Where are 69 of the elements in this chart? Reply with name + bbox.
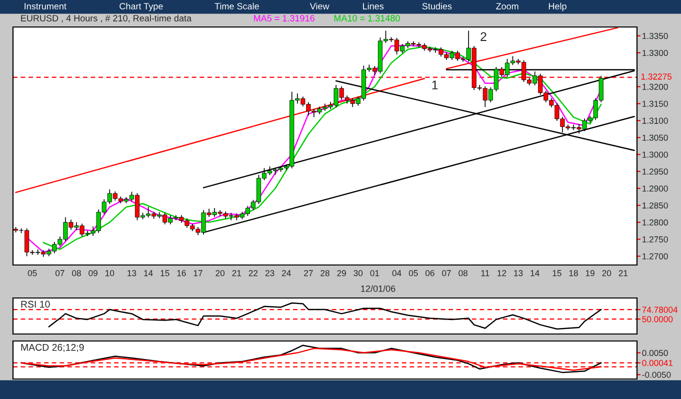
x-tick-label: 30 (354, 270, 363, 276)
text: Instrument (24, 3, 66, 10)
y-tick-label: 74.78004 (642, 306, 678, 313)
x-tick-label: 16 (177, 270, 186, 276)
x-tick-label: 05 (408, 270, 418, 276)
x-tick-label: 12 (498, 270, 506, 276)
text: Zoom (496, 3, 518, 10)
y-tick-label: 1.2750 (642, 236, 668, 242)
x-tick-label: 19 (586, 270, 594, 276)
x-tick-label: 05 (28, 270, 37, 276)
x-tick-label: 29 (337, 270, 346, 276)
y-tick-label: 0.00041 (642, 360, 673, 366)
text: MA5 = 1.31916 (254, 15, 314, 22)
chart-title: RSI 10 (21, 300, 50, 308)
text: Time Scale (214, 2, 259, 10)
text: MA10 = 1.31480 (334, 15, 400, 22)
x-tick-label: 17 (194, 270, 202, 276)
y-tick-label: 1.2950 (642, 168, 668, 175)
y-tick-label: 1.3100 (642, 118, 668, 124)
x-tick-label: 09 (88, 270, 98, 276)
x-tick-label: 08 (72, 270, 81, 276)
x-tick-label: 22 (248, 270, 258, 276)
y-tick-label: 1.3300 (642, 50, 668, 56)
text: Studies (422, 2, 452, 10)
x-tick-label: 14 (144, 270, 153, 276)
x-tick-label: 14 (530, 270, 540, 276)
x-tick-label: 13 (514, 270, 523, 276)
x-tick-label: 04 (392, 270, 402, 276)
text: Help (548, 2, 566, 12)
y-tick-label: 1.3050 (642, 134, 668, 141)
annotation: 1 (432, 80, 438, 90)
y-tick-label: 1.2900 (642, 185, 668, 192)
x-tick-label: 10 (106, 270, 114, 276)
y-tick-label: 1.2800 (642, 219, 668, 226)
y-tick-label: -0.0050 (642, 372, 671, 378)
x-tick-label: 21 (232, 270, 242, 276)
x-tick-label: 07 (442, 270, 451, 276)
x-tick-label: 21 (618, 270, 628, 276)
x-tick-label: 24 (282, 270, 291, 276)
x-tick-label: 23 (265, 270, 274, 276)
x-tick-label: 20 (216, 270, 225, 276)
annotation: 2 (480, 32, 486, 41)
x-tick-label: 07 (55, 270, 64, 276)
y-tick-label: 50.0000 (642, 316, 673, 322)
x-tick-label: 06 (425, 270, 434, 276)
y-tick-label: 0.0050 (642, 350, 668, 356)
x-tick-label: 08 (458, 270, 468, 276)
y-tick-label: 1.2850 (642, 202, 668, 209)
y-tick-label: 1.2700 (642, 253, 668, 260)
y-tick-label: 1.3200 (642, 84, 668, 90)
x-tick-label: 15 (552, 270, 562, 276)
x-tick-label: 11 (481, 270, 490, 276)
x-tick-label: 15 (160, 270, 170, 276)
x-tick-label: 28 (320, 270, 330, 276)
y-tick-label: 1.3150 (642, 100, 668, 107)
ref-line-label: 1.32275 (641, 74, 672, 80)
x-tick-label: 18 (569, 270, 578, 276)
x-tick-label: 01 (370, 270, 380, 276)
chart-title: MACD 26;12;9 (21, 344, 84, 352)
x-axis-title: 12/01/06 (361, 285, 396, 292)
text: View (310, 2, 330, 10)
x-tick-label: 13 (128, 270, 136, 276)
chart-title: EURUSD , 4 Hours , # 210, Real-time data (21, 14, 192, 22)
x-tick-label: 20 (602, 270, 612, 276)
x-tick-label: 27 (304, 270, 313, 276)
text: Chart Type (120, 2, 163, 12)
y-tick-label: 1.3000 (642, 152, 668, 158)
y-tick-label: 1.3350 (642, 32, 668, 40)
text: Lines (363, 2, 384, 10)
